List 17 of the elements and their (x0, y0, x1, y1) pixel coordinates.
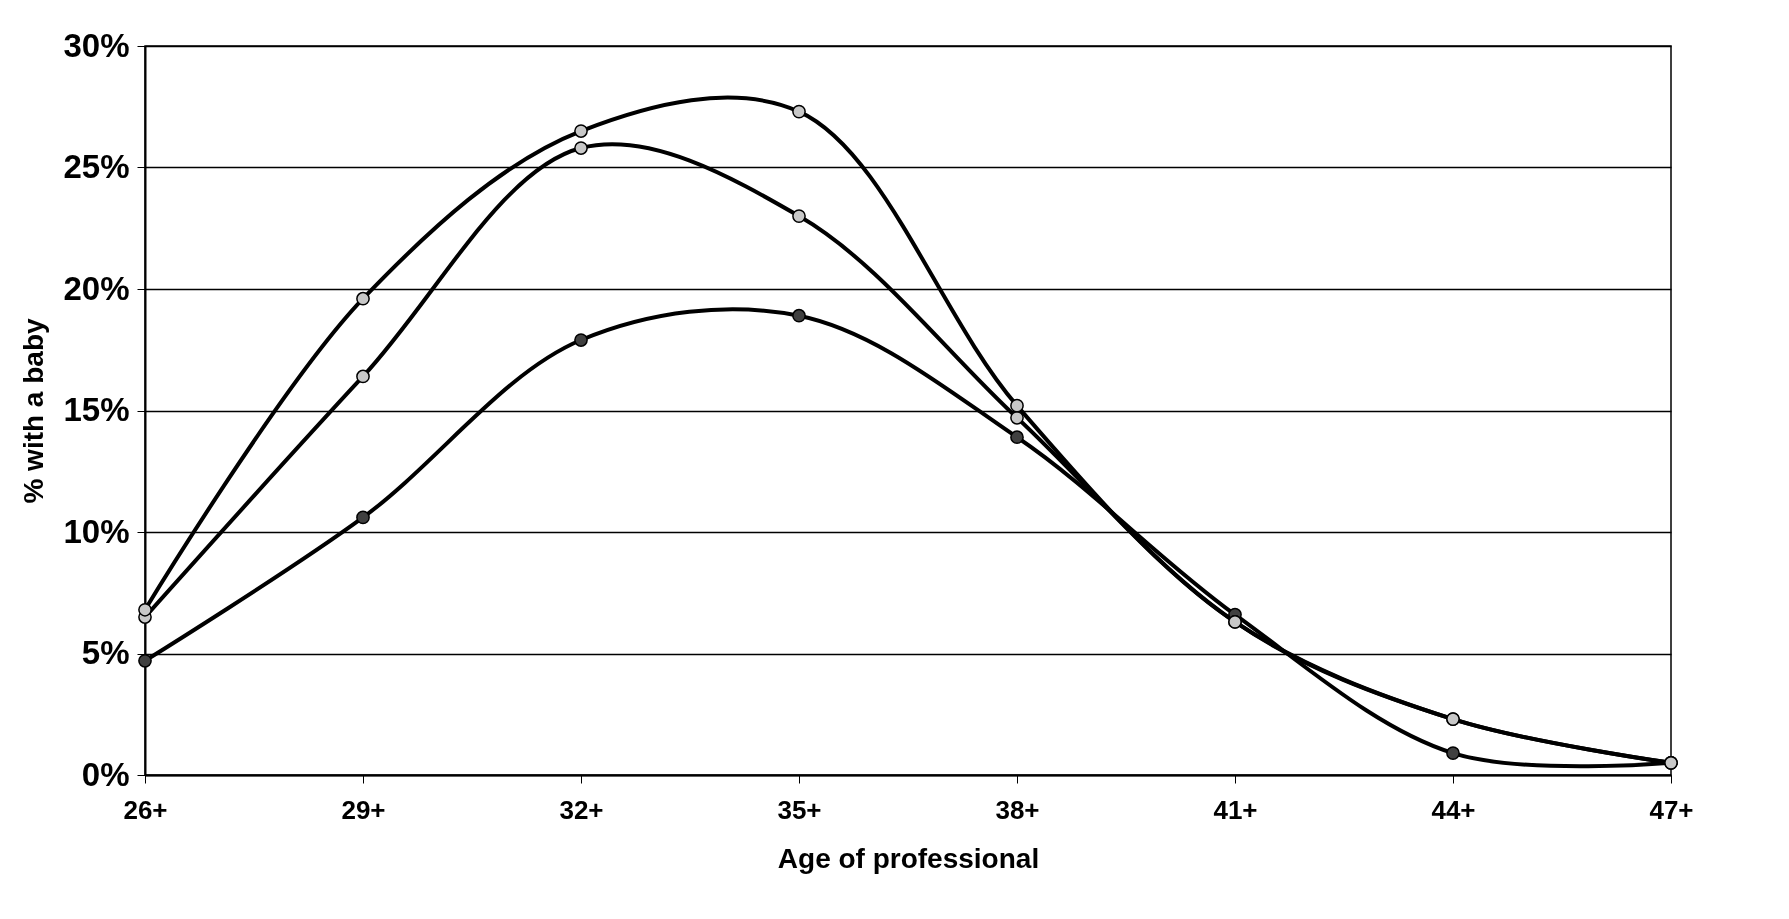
x-tick-label: 29+ (341, 794, 386, 825)
y-tick-label: 10% (63, 512, 130, 550)
y-tick-label: 5% (81, 634, 130, 671)
x-tick-label: 38+ (995, 794, 1040, 825)
x-tick-label: 47+ (1649, 794, 1694, 825)
x-axis-title: Age of professional (777, 842, 1040, 874)
y-tick-label: 15% (63, 391, 130, 428)
y-axis-title: % with a baby (18, 318, 50, 504)
x-tick-label: 35+ (777, 794, 822, 825)
x-tick-label: 32+ (559, 794, 604, 825)
y-tick-label: 25% (63, 148, 130, 185)
y-tick-label: 30% (63, 26, 130, 64)
x-tick-label: 26+ (123, 794, 168, 825)
x-tick-label: 41+ (1213, 794, 1258, 825)
x-tick-label: 44+ (1431, 794, 1476, 825)
y-tick-label: 20% (63, 269, 130, 307)
y-tick-label: 0% (81, 755, 130, 793)
